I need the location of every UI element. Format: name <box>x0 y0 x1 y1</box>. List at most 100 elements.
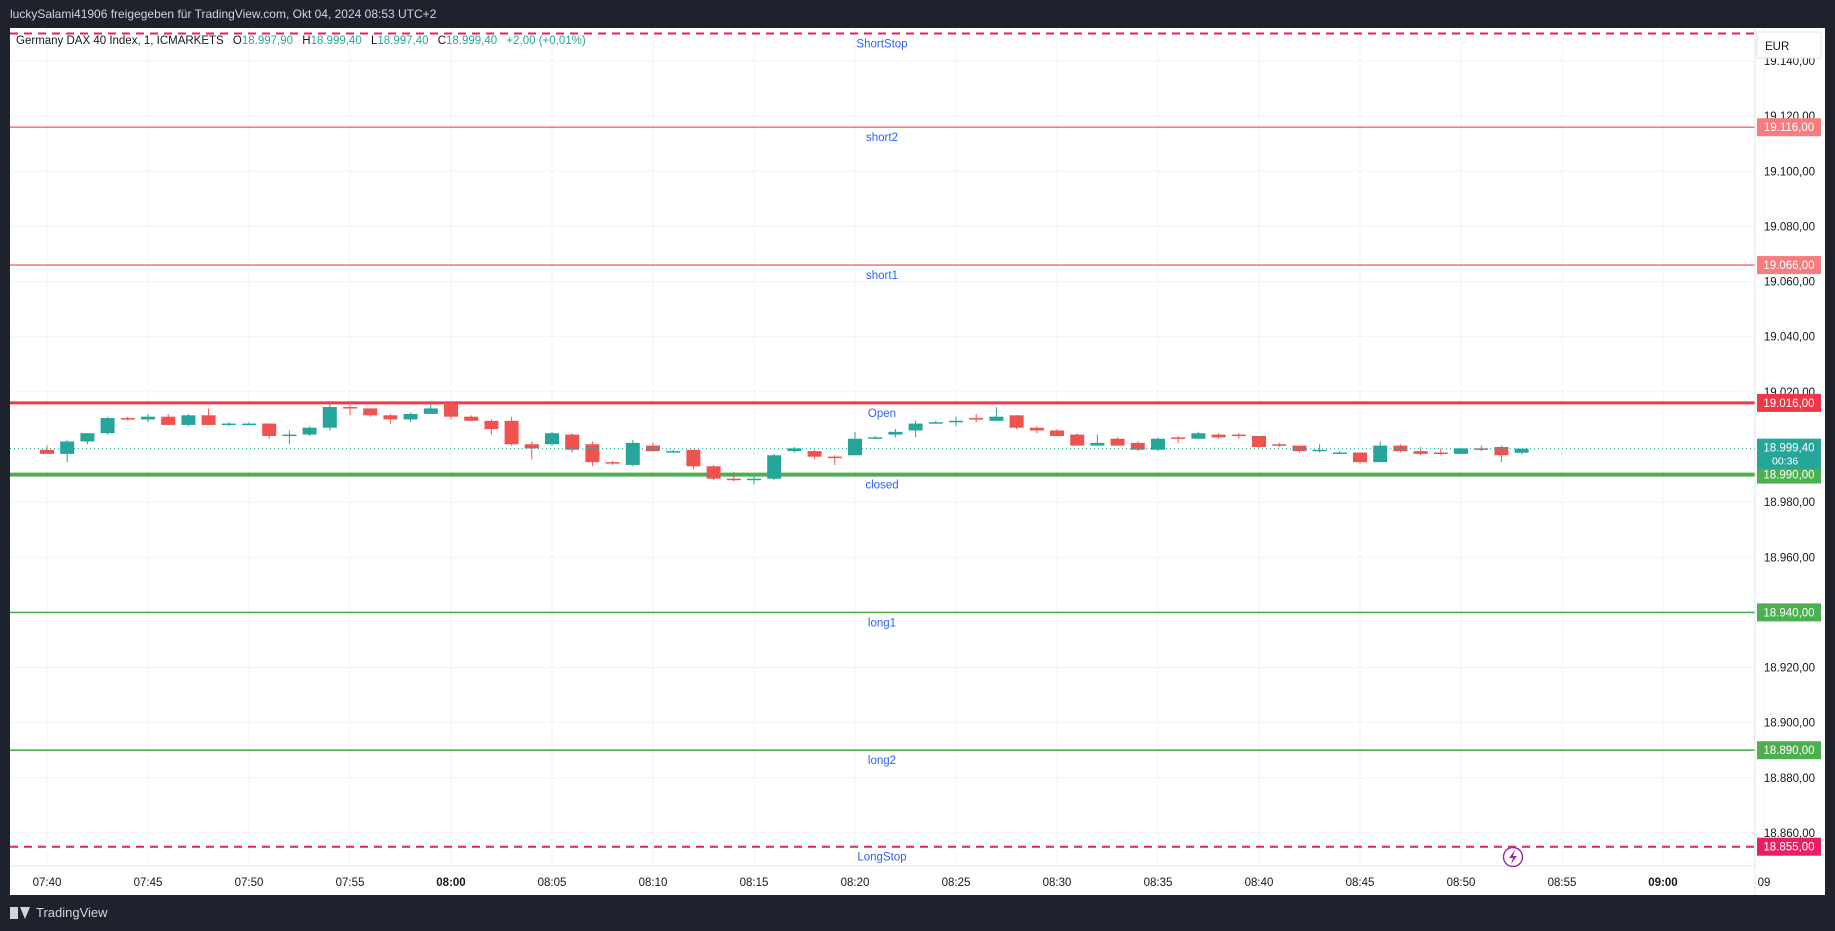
level-label-longstop: LongStop <box>857 852 906 864</box>
candle-body-12 <box>282 434 297 437</box>
candle-body-62 <box>1292 445 1307 452</box>
share-header: luckySalami41906 freigegeben für Trading… <box>0 0 1835 28</box>
candle-body-33 <box>706 466 721 479</box>
level-price-badge-long2 <box>1757 741 1821 760</box>
level-label-closed: closed <box>865 480 898 492</box>
candle-body-40 <box>848 438 862 456</box>
ohlc-open: 18.997,90 <box>242 35 293 47</box>
tradingview-logo[interactable]: TradingView <box>10 905 108 920</box>
candle-body-19 <box>423 408 438 414</box>
candle-body-60 <box>1252 435 1266 447</box>
candle-body-57 <box>1191 433 1206 439</box>
candle-body-42 <box>888 431 903 435</box>
candle-body-21 <box>464 416 479 421</box>
x-tick-0: 07:40 <box>33 877 62 889</box>
candle-body-72 <box>1494 447 1509 456</box>
candle-body-61 <box>1272 444 1287 446</box>
level-label-short2: short2 <box>866 132 898 144</box>
ohlc-o-label: O <box>233 35 242 47</box>
ohlc-l-label: L <box>371 35 378 47</box>
x-tick-8: 08:20 <box>841 877 870 889</box>
candle-body-32 <box>686 449 701 467</box>
candle-body-20 <box>444 402 458 417</box>
y-tick-11: 18.880,00 <box>1764 773 1815 785</box>
candle-body-37 <box>787 448 802 452</box>
y-tick-10: 18.900,00 <box>1764 718 1815 730</box>
level-price-badge-short2 <box>1757 118 1821 137</box>
currency-box[interactable] <box>1756 31 1822 59</box>
candle-body-36 <box>767 455 782 479</box>
level-label-long2: long2 <box>868 755 896 767</box>
level-price-badge-long1 <box>1757 603 1821 622</box>
candle-body-4 <box>120 418 135 420</box>
time-axis: 07:40 07:45 07:50 07:55 08:00 08:05 08:10 08:15… <box>33 877 1771 889</box>
currency-label: EUR <box>1765 41 1789 53</box>
price-chart[interactable]: ShortStop short2 short1 Open closed long1 long… <box>10 28 1825 895</box>
y-tick-12: 18.860,00 <box>1764 828 1815 840</box>
x-tick-10: 08:30 <box>1043 877 1072 889</box>
candle-body-68 <box>1413 451 1428 454</box>
candle-body-43 <box>908 423 923 431</box>
candle-body-34 <box>726 478 741 481</box>
level-label-short1: short1 <box>866 270 898 282</box>
ohlc-h-label: H <box>302 35 310 47</box>
candle-body-52 <box>1090 442 1105 446</box>
candle-body-25 <box>545 433 559 445</box>
bar-countdown: 00:36 <box>1772 456 1798 468</box>
level-price-badge-closed <box>1757 465 1821 484</box>
candle-body-18 <box>403 413 418 420</box>
candle-body-27 <box>585 444 600 463</box>
level-price-label-short2: 19.116,00 <box>1764 122 1814 134</box>
candle-body-30 <box>646 445 660 452</box>
y-tick-9: 18.920,00 <box>1764 663 1815 675</box>
candle-body-65 <box>1353 452 1367 463</box>
candle-body-13 <box>302 427 317 435</box>
x-tick-16: 09:00 <box>1648 877 1677 889</box>
price-axis: 19.140,0019.120,0019.100,0019.080,0019.0… <box>1757 32 1821 856</box>
y-tick-3: 19.080,00 <box>1764 221 1815 233</box>
x-tick-17: 09 <box>1758 877 1771 889</box>
candle-body-23 <box>504 420 519 445</box>
chart-frame[interactable]: ShortStop short2 short1 Open closed long1 long… <box>10 28 1825 895</box>
candle-body-31 <box>666 451 681 453</box>
symbol-title: Germany DAX 40 Index, 1, ICMARKETS <box>16 35 224 47</box>
candle-body-3 <box>100 418 115 434</box>
last-price-label: 18.999,40 <box>1763 443 1814 455</box>
tradingview-logo-icon <box>10 906 30 919</box>
candle-body-51 <box>1070 434 1085 446</box>
level-price-label-short1: 19.066,00 <box>1763 260 1814 272</box>
candle-body-28 <box>605 462 620 464</box>
candle-body-38 <box>807 451 822 457</box>
x-tick-5: 08:05 <box>538 877 567 889</box>
legend-row: Germany DAX 40 Index, 1, ICMARKETS O18.9… <box>16 35 586 47</box>
share-text: luckySalami41906 freigegeben für Trading… <box>10 7 437 21</box>
candle-body-59 <box>1231 434 1246 437</box>
candle-body-7 <box>181 415 196 425</box>
candle-body-53 <box>1110 438 1125 446</box>
candle-body-55 <box>1151 438 1165 450</box>
x-tick-2: 07:50 <box>235 877 264 889</box>
candle-body-64 <box>1332 452 1347 455</box>
candle-body-39 <box>827 456 842 459</box>
level-lines: ShortStop short2 short1 Open closed long1 long… <box>10 32 1755 864</box>
ohlc-c-label: C <box>438 35 446 47</box>
candle-body-66 <box>1373 445 1388 463</box>
y-tick-2: 19.100,00 <box>1764 166 1815 178</box>
candle-body-2 <box>80 433 95 442</box>
candle-body-50 <box>1050 430 1064 436</box>
last-price-badge <box>1757 438 1821 469</box>
level-price-badge-short1 <box>1757 256 1821 275</box>
candle-body-56 <box>1171 437 1186 439</box>
candle-body-6 <box>161 416 176 425</box>
candle-body-9 <box>221 423 236 426</box>
level-price-label-longstop: 18.855,00 <box>1763 842 1814 854</box>
level-price-label-closed: 18.990,00 <box>1763 470 1814 482</box>
x-tick-12: 08:40 <box>1245 877 1274 889</box>
x-tick-7: 08:15 <box>740 877 769 889</box>
ohlc-high: 18.999,40 <box>311 35 362 47</box>
lightning-icon[interactable] <box>1502 846 1524 868</box>
candle-body-47 <box>989 416 1004 421</box>
y-tick-0: 19.140,00 <box>1764 56 1815 68</box>
y-tick-8: 18.960,00 <box>1764 552 1815 564</box>
level-label-open: Open <box>868 408 896 420</box>
